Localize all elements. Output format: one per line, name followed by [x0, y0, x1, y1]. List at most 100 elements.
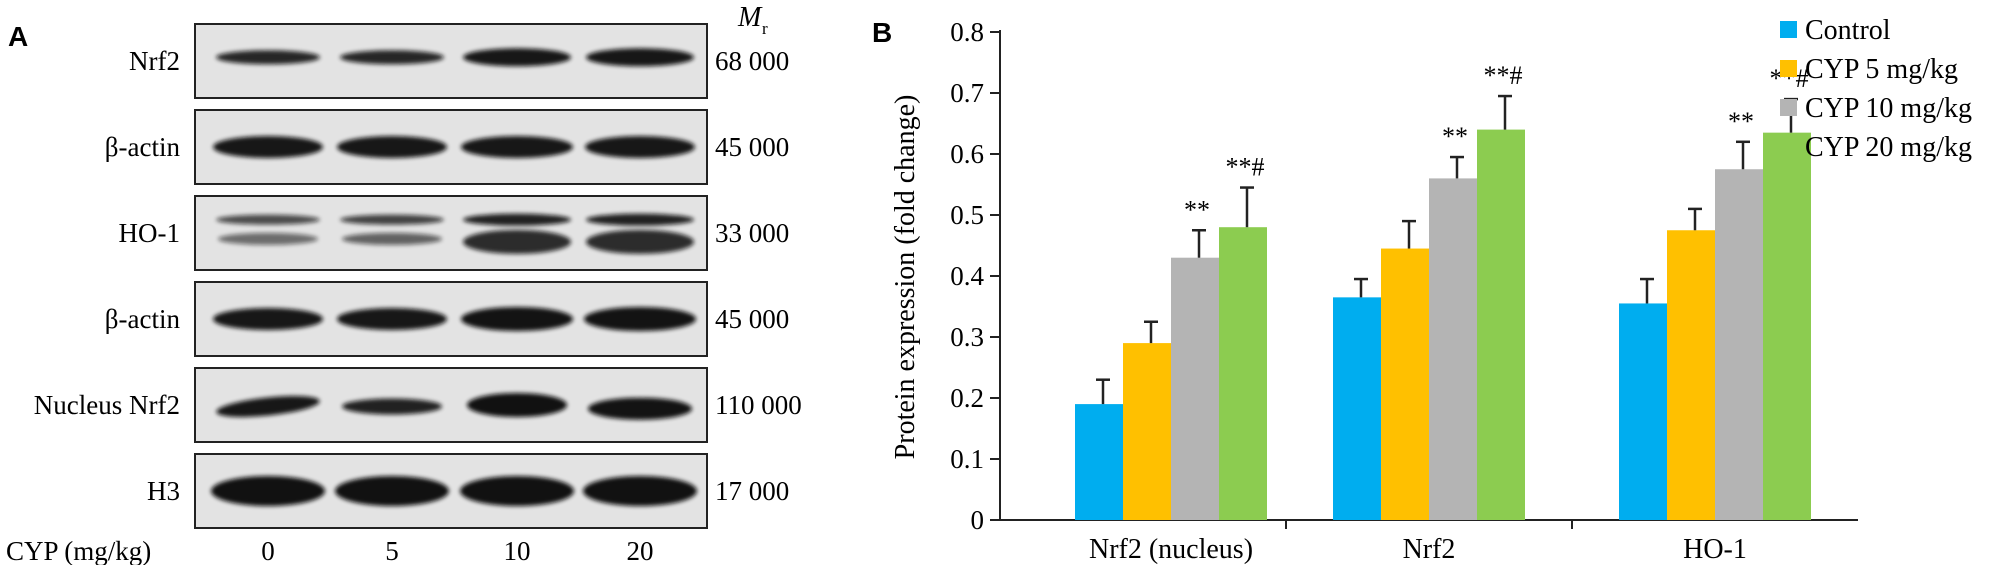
protein-band: [342, 232, 442, 245]
bar: [1715, 169, 1763, 520]
y-tick-label: 0.1: [950, 444, 984, 474]
blot-panel-5: Nucleus Nrf2 110 000: [34, 367, 802, 443]
western-blot-panels: Nrf2 68 000 β-actin 45 000 HO-1 33 000 β-actin…: [34, 23, 802, 529]
legend-item: CYP 5 mg/kg: [1780, 54, 1958, 85]
chart-legend: Control CYP 5 mg/kg CYP 10 mg/kg CYP 20 mg/…: [1780, 15, 1972, 163]
protein-band: [216, 50, 320, 65]
blot-mw-label: 17 000: [715, 476, 789, 506]
bar: [1333, 297, 1381, 520]
protein-band: [463, 229, 571, 254]
legend-item: CYP 20 mg/kg: [1780, 132, 1972, 163]
y-tick-label: 0: [971, 505, 985, 535]
protein-band: [461, 307, 573, 331]
protein-band: [588, 397, 692, 420]
blot-panel-4: β-actin 45 000: [105, 281, 789, 357]
mr-subscript: r: [762, 19, 768, 38]
y-tick-label: 0.7: [950, 78, 984, 108]
bar: [1171, 257, 1219, 520]
protein-band: [216, 396, 320, 417]
bar: [1381, 248, 1429, 521]
legend-label: Control: [1805, 15, 1891, 46]
panel-a-letter: A: [8, 21, 28, 52]
blot-panel-3: HO-1 33 000: [119, 195, 789, 271]
protein-band: [586, 229, 694, 254]
dose-labels: 0 5 10 20: [261, 536, 653, 565]
legend-swatch: [1780, 60, 1797, 77]
protein-band: [461, 136, 573, 158]
mr-label: M r: [737, 2, 768, 38]
panel-b-letter: B: [872, 17, 892, 48]
protein-band: [340, 50, 444, 65]
y-tick-label: 0.5: [950, 200, 984, 230]
protein-band: [216, 214, 320, 225]
blot-mw-label: 110 000: [715, 390, 802, 420]
y-tick-label: 0.4: [950, 261, 984, 291]
blot-mw-label: 45 000: [715, 304, 789, 334]
blot-protein-label: β-actin: [105, 304, 181, 334]
protein-band: [586, 48, 694, 67]
bar: [1477, 129, 1525, 520]
protein-band: [342, 398, 442, 415]
mr-symbol: M: [737, 2, 763, 33]
bar: [1667, 230, 1715, 520]
dose-label: 0: [261, 536, 275, 565]
y-tick-label: 0.8: [950, 17, 984, 47]
bar-chart: 0 0.1 0.2 0.3 0.4 0.5 0.6 0.7 0.8 Protein express…: [890, 17, 1858, 565]
protein-band: [335, 476, 449, 506]
protein-band: [211, 476, 325, 506]
significance-label: **: [1442, 122, 1468, 151]
blot-protein-label: Nrf2: [129, 46, 180, 76]
significance-label: **: [1728, 107, 1754, 136]
blot-mw-label: 33 000: [715, 218, 789, 248]
bar: [1219, 227, 1267, 520]
protein-band: [213, 308, 323, 330]
significance-label: **: [1184, 195, 1210, 224]
protein-band: [213, 136, 323, 158]
protein-band: [586, 213, 694, 226]
blot-mw-label: 45 000: [715, 132, 789, 162]
protein-band: [583, 476, 697, 506]
legend-label: CYP 20 mg/kg: [1805, 132, 1972, 163]
legend-item: Control: [1780, 15, 1891, 46]
legend-label: CYP 5 mg/kg: [1805, 54, 1958, 85]
protein-band: [337, 308, 447, 330]
protein-band: [463, 213, 571, 226]
blot-panel-6: H3 17 000: [147, 453, 789, 529]
blot-panel-1: Nrf2 68 000: [129, 23, 789, 99]
legend-label: CYP 10 mg/kg: [1805, 93, 1972, 124]
y-tick-label: 0.6: [950, 139, 984, 169]
legend-swatch: [1780, 99, 1797, 116]
protein-band: [460, 476, 574, 506]
dose-label: 10: [504, 536, 531, 565]
protein-band: [340, 214, 444, 225]
protein-band: [585, 136, 695, 158]
significance-label: **#: [1226, 153, 1265, 182]
blot-panel-2: β-actin 45 000: [105, 109, 789, 185]
protein-band: [463, 48, 571, 67]
protein-band: [218, 232, 318, 245]
bar: [1619, 303, 1667, 520]
blot-protein-label: HO-1: [119, 218, 181, 248]
protein-band: [467, 393, 567, 417]
significance-label: **#: [1484, 61, 1523, 90]
bar: [1075, 404, 1123, 520]
dose-label: 20: [627, 536, 654, 565]
y-tick-label: 0.2: [950, 383, 984, 413]
protein-band: [584, 307, 696, 331]
dose-label: 5: [385, 536, 399, 565]
y-tick-label: 0.3: [950, 322, 984, 352]
legend-swatch: [1780, 21, 1797, 38]
legend-swatch: [1780, 138, 1797, 155]
bar: [1763, 132, 1811, 520]
dose-axis-label: CYP (mg/kg): [6, 536, 151, 565]
x-category-label: HO-1: [1683, 534, 1747, 565]
x-category-label: Nrf2 (nucleus): [1089, 534, 1253, 565]
blot-protein-label: H3: [147, 476, 180, 506]
y-axis-label: Protein expression (fold change): [890, 95, 921, 460]
blot-protein-label: Nucleus Nrf2: [34, 390, 180, 420]
legend-item: CYP 10 mg/kg: [1780, 93, 1972, 124]
blot-protein-label: β-actin: [105, 132, 181, 162]
bar: [1429, 178, 1477, 520]
bar: [1123, 343, 1171, 520]
